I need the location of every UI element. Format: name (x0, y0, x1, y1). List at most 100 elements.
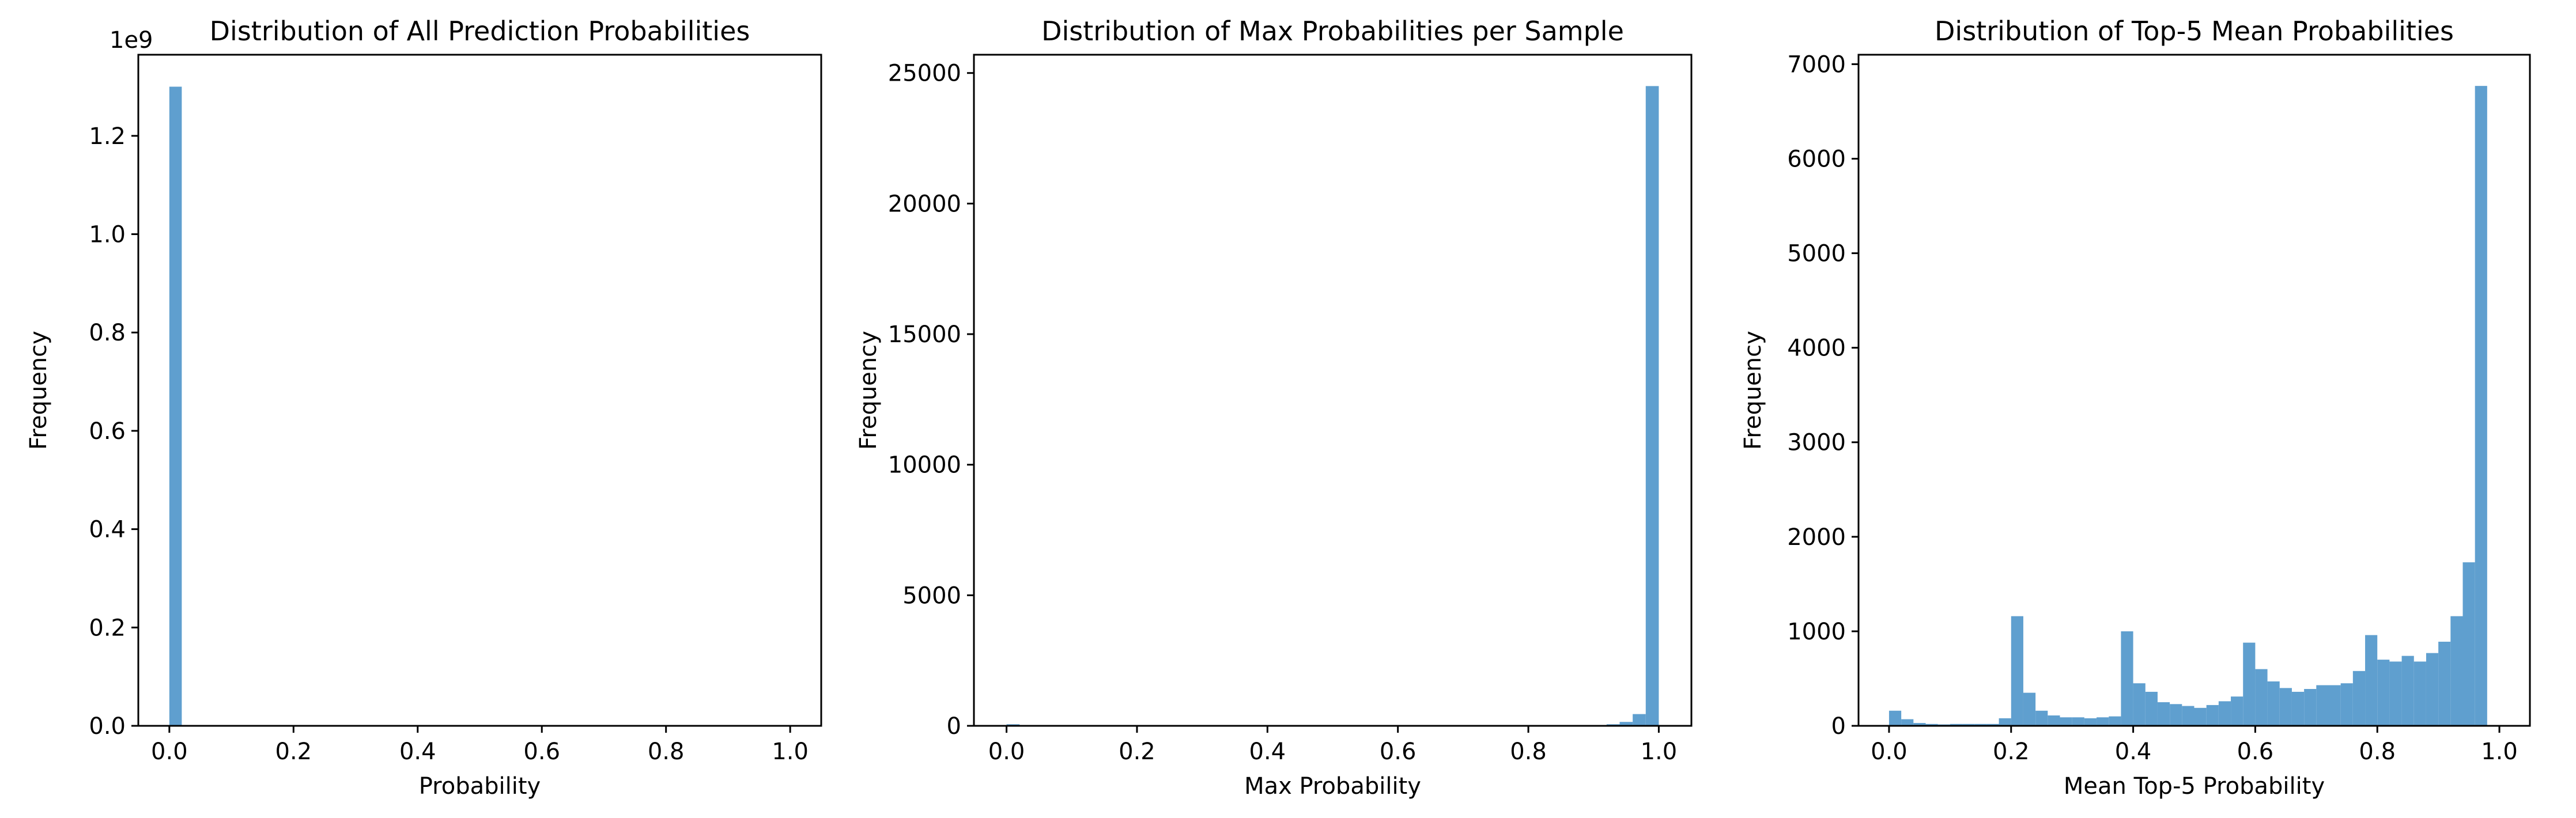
histogram-bar (2389, 661, 2402, 726)
chart-panel-all-prob: 0.0 0.2 0.4 0.6 0.8 1.0 0.0 0.2 0.4 0.6 0.8 1.0 1.2 1… (25, 16, 822, 800)
y-tick-label: 5000 (902, 582, 961, 609)
y-tick-label: 7000 (1787, 51, 1846, 78)
y-tick-label: 6000 (1787, 146, 1846, 172)
x-axis-label: Probability (419, 773, 541, 800)
histogram-bar (2316, 685, 2329, 726)
histogram-bar (1962, 724, 1975, 726)
y-tick-label: 1.2 (89, 123, 126, 150)
x-tick-label: 0.0 (988, 739, 1025, 765)
histogram-bar (2401, 656, 2414, 726)
histogram-bar (2133, 683, 2146, 726)
x-tick-label: 0.0 (1871, 739, 1908, 765)
histogram-bar (2475, 86, 2487, 726)
y-tick-label: 0.8 (89, 320, 126, 346)
histogram-bar (1986, 724, 1999, 726)
histogram-bar (2023, 692, 2036, 726)
y-tick-label: 20000 (888, 191, 961, 217)
x-tick-label: 0.2 (1993, 739, 2030, 765)
x-tick-label: 0.4 (1249, 739, 1286, 765)
y-axis-label: Frequency (855, 331, 882, 450)
x-tick-label: 0.8 (1510, 739, 1547, 765)
histogram-bar (2231, 696, 2243, 726)
histogram-bar (2328, 685, 2341, 726)
histogram-bar (2450, 616, 2463, 726)
histogram-bar (169, 86, 182, 726)
histogram-bar (2426, 653, 2439, 726)
histogram-bar (2304, 689, 2317, 726)
histogram-bar (2011, 616, 2023, 726)
histogram-bar (2060, 717, 2072, 726)
histogram-bar (2462, 562, 2475, 726)
x-tick-label: 0.6 (2237, 739, 2274, 765)
y-tick-label: 10000 (888, 452, 961, 479)
histogram-bar (2084, 718, 2097, 726)
x-tick-label: 0.8 (2359, 739, 2396, 765)
y-tick-label: 15000 (888, 321, 961, 348)
histogram-bar (1888, 710, 1902, 726)
x-tick-label: 0.8 (648, 739, 685, 765)
x-tick-label: 0.4 (399, 739, 436, 765)
histogram-bar (2109, 716, 2121, 726)
x-tick-label: 0.4 (2115, 739, 2152, 765)
y-tick-label: 0 (1831, 713, 1846, 740)
axes-frame (1857, 54, 2531, 727)
histogram-bar (2352, 671, 2366, 726)
histogram-bar (1913, 723, 1926, 726)
y-tick-label: 4000 (1787, 335, 1846, 362)
histogram-bar (1925, 724, 1938, 726)
y-offset-text: 1e9 (109, 27, 153, 54)
histogram-bar (2157, 702, 2170, 726)
y-tick-label: 0 (947, 713, 961, 740)
x-axis-label: Max Probability (1244, 773, 1421, 800)
histogram-bar (2182, 706, 2194, 726)
histogram-bar (1950, 724, 1963, 726)
histogram-bar (1633, 714, 1646, 726)
chart-title: Distribution of Top-5 Mean Probabilities (1935, 16, 2454, 47)
histogram-bar (1619, 722, 1633, 726)
histogram-bar (2365, 635, 2378, 726)
chart-title: Distribution of All Prediction Probabili… (210, 16, 750, 47)
histogram-bar (2279, 688, 2292, 726)
histogram-bar (2097, 717, 2109, 726)
histogram-bar (1999, 718, 2011, 726)
x-tick-label: 0.2 (1119, 739, 1155, 765)
histogram-bar (2206, 705, 2219, 726)
x-tick-label: 0.2 (275, 739, 312, 765)
y-axis-label: Frequency (25, 331, 52, 450)
y-tick-label: 25000 (888, 60, 961, 87)
y-tick-label: 0.6 (89, 418, 126, 445)
chart-panel-max-prob: 0.0 0.2 0.4 0.6 0.8 1.0 0 5000 10000 15000 20000 25… (855, 16, 1693, 800)
histogram-bar (2072, 717, 2084, 726)
histogram-bar (2048, 715, 2060, 726)
y-tick-label: 0.4 (89, 517, 126, 543)
x-tick-label: 1.0 (1641, 739, 1678, 765)
y-tick-label: 1000 (1787, 619, 1846, 645)
chart-panel-top5-mean: 0.0 0.2 0.4 0.6 0.8 1.0 0 1000 2000 3000 4000 5000 6… (1740, 16, 2531, 800)
histogram-bar (2218, 701, 2231, 726)
y-tick-label: 5000 (1787, 241, 1846, 267)
histogram-bar (2194, 707, 2207, 726)
axes-frame (973, 54, 1693, 727)
chart-title: Distribution of Max Probabilities per Sa… (1041, 16, 1624, 47)
histogram-bar (1901, 719, 1914, 726)
histogram-bar (2035, 710, 2048, 726)
axes-frame (137, 54, 822, 727)
histogram-bar (1645, 86, 1659, 726)
histogram-bar (2413, 661, 2426, 726)
y-axis-label: Frequency (1740, 331, 1766, 450)
y-tick-label: 3000 (1787, 430, 1846, 456)
y-tick-label: 1.0 (89, 222, 126, 248)
y-tick-label: 0.0 (89, 713, 126, 740)
histogram-bar (2267, 681, 2280, 726)
histogram-bar (2243, 642, 2256, 726)
x-tick-label: 1.0 (772, 739, 809, 765)
histogram-bar (2340, 683, 2353, 726)
histogram-bar (2255, 669, 2268, 726)
x-axis-label: Mean Top-5 Probability (2064, 773, 2325, 800)
histogram-bar (2438, 641, 2451, 726)
x-tick-label: 0.6 (523, 739, 560, 765)
histogram-bar (1974, 724, 1987, 726)
histogram-bar (2170, 704, 2182, 726)
x-tick-label: 0.0 (151, 739, 188, 765)
